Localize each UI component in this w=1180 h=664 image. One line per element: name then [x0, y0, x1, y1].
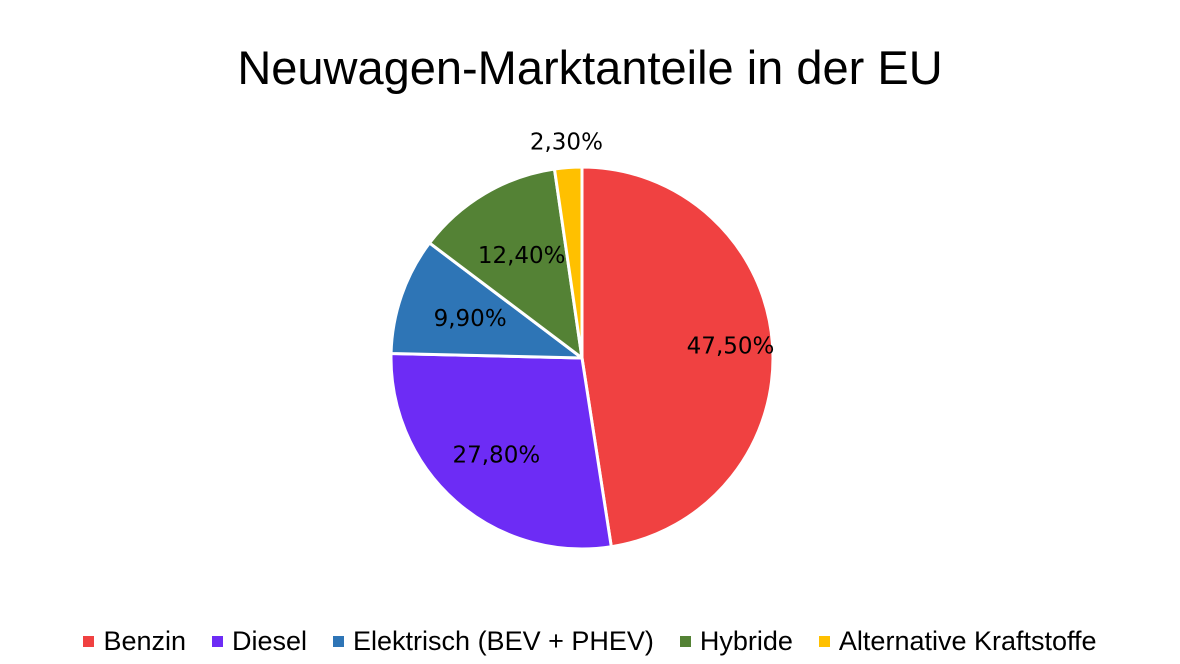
pie-chart: 47,50% 27,80% 9,90% 12,40% 2,30%: [389, 130, 775, 551]
pie-slice-benzin: [580, 165, 775, 549]
pie-slice-alternative-kraftstoffe: [552, 165, 584, 360]
data-label-hybride: 12,40%: [478, 243, 566, 269]
data-label-diesel: 27,80%: [452, 443, 540, 469]
pie-slice-hybride: [428, 167, 584, 360]
legend-item: Alternative Kraftstoffe: [818, 626, 1097, 657]
legend-label: Diesel: [232, 626, 308, 656]
pie-slice-diesel: [389, 351, 613, 551]
legend-label: Alternative Kraftstoffe: [838, 626, 1097, 656]
legend-label: Elektrisch (BEV + PHEV): [353, 626, 654, 656]
chart-title: Neuwagen-Marktanteile in der EU: [237, 41, 943, 94]
legend-swatch: [333, 636, 345, 647]
data-label-elektrisch-bev-phev: 9,90%: [434, 306, 507, 332]
legend-item: Diesel: [212, 626, 307, 657]
pie-slices: [389, 165, 775, 551]
legend: Benzin Diesel Elektrisch (BEV + PHEV) Hybri…: [0, 626, 1180, 657]
legend-swatch: [679, 636, 691, 647]
legend-swatch: [83, 636, 95, 647]
legend-label: Benzin: [103, 626, 186, 656]
pie-data-labels: 47,50% 27,80% 9,90% 12,40% 2,30%: [434, 130, 775, 469]
legend-item: Benzin: [83, 626, 186, 657]
legend-item: Elektrisch (BEV + PHEV): [333, 626, 654, 657]
data-label-alternative-kraftstoffe: 2,30%: [530, 130, 603, 156]
legend-item: Hybride: [679, 626, 793, 657]
legend-label: Hybride: [699, 626, 793, 656]
data-label-benzin: 47,50%: [687, 334, 775, 360]
pie-slice-elektrisch-bev-phev: [389, 241, 584, 360]
legend-swatch: [818, 636, 830, 647]
legend-swatch: [212, 636, 223, 647]
